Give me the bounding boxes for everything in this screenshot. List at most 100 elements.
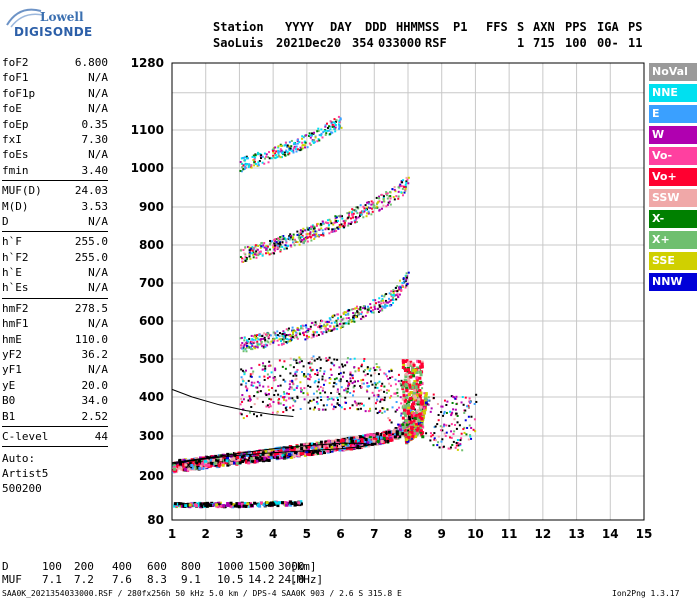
echo-point — [284, 449, 288, 453]
echo-point — [226, 456, 230, 460]
echo-point — [296, 385, 299, 388]
muf_row-value: 24.0 — [278, 573, 305, 586]
echo-point — [396, 435, 400, 439]
echo-point — [383, 306, 386, 309]
echo-point — [284, 247, 287, 250]
echo-point — [366, 373, 369, 376]
echo-point — [398, 431, 402, 435]
echo-point — [296, 395, 299, 398]
echo-point — [334, 123, 337, 126]
echo-point — [249, 247, 252, 250]
echo-point — [299, 229, 302, 232]
echo-point — [304, 324, 307, 327]
echo-point — [352, 312, 355, 315]
echo-point — [305, 445, 309, 449]
echo-point — [238, 458, 242, 462]
echo-point — [303, 240, 306, 243]
echo-point — [204, 504, 208, 508]
echo-point — [287, 453, 291, 457]
echo-point — [291, 336, 294, 339]
echo-point — [326, 129, 329, 132]
echo-point — [304, 330, 307, 333]
echo-point — [289, 372, 292, 375]
echo-point — [412, 419, 416, 423]
header-label-1: YYYY — [285, 20, 314, 34]
echo-point — [229, 502, 233, 506]
echo-point — [332, 124, 335, 127]
echo-point — [346, 357, 349, 360]
echo-point — [300, 325, 303, 328]
echo-point — [393, 435, 397, 439]
echo-point — [280, 145, 283, 148]
echo-point — [289, 503, 293, 507]
echo-point — [256, 153, 259, 156]
echo-point — [255, 250, 258, 253]
echo-point — [392, 296, 395, 299]
param-name: B1 — [2, 409, 16, 423]
echo-point — [271, 411, 274, 414]
echo-point — [306, 236, 309, 239]
echo-point — [283, 144, 286, 147]
echo-point — [371, 391, 374, 394]
echo-point — [280, 456, 284, 460]
echo-point — [366, 310, 369, 313]
echo-point — [258, 363, 261, 366]
echo-point — [378, 410, 381, 413]
echo-point — [174, 469, 178, 473]
echo-point — [345, 317, 348, 320]
echo-point — [293, 242, 296, 245]
echo-point — [185, 465, 189, 469]
echo-point — [462, 403, 465, 406]
echo-point — [226, 502, 230, 506]
echo-point — [311, 451, 315, 455]
echo-point — [309, 366, 312, 369]
echo-point — [254, 459, 258, 463]
echo-point — [416, 359, 420, 363]
echo-point — [412, 363, 416, 367]
echo-point — [407, 393, 411, 397]
echo-point — [238, 455, 242, 459]
echo-point — [248, 397, 251, 400]
echo-point — [373, 304, 376, 307]
echo-point — [303, 398, 306, 401]
echo-point — [306, 146, 309, 149]
echo-point — [405, 423, 409, 427]
echo-point — [252, 456, 256, 460]
echo-point — [462, 428, 465, 431]
echo-point — [413, 396, 417, 400]
echo-point — [283, 247, 286, 250]
echo-point — [359, 204, 362, 207]
echo-point — [397, 195, 400, 198]
echo-point — [401, 387, 405, 391]
echo-point — [309, 143, 312, 146]
echo-point — [313, 237, 316, 240]
echo-point — [251, 348, 254, 351]
echo-point — [327, 228, 330, 231]
echo-point — [241, 347, 244, 350]
echo-point — [358, 435, 362, 439]
echo-point — [330, 361, 333, 364]
echo-point — [339, 380, 342, 383]
echo-point — [296, 337, 299, 340]
echo-point — [311, 333, 314, 336]
echo-point — [294, 451, 298, 455]
echo-point — [378, 366, 381, 369]
echo-point — [365, 215, 368, 218]
echo-point — [427, 396, 430, 399]
echo-point — [363, 369, 366, 372]
legend-item-w: W — [649, 126, 697, 144]
echo-point — [410, 405, 414, 409]
echo-point — [408, 424, 411, 427]
echo-point — [282, 411, 285, 414]
echo-point — [396, 394, 399, 397]
echo-point — [274, 377, 277, 380]
echo-point — [410, 403, 414, 407]
echo-point — [268, 157, 271, 160]
echo-point — [304, 338, 307, 341]
echo-point — [373, 372, 376, 375]
echo-point — [418, 418, 422, 422]
echo-point — [250, 384, 253, 387]
echo-point — [250, 457, 254, 461]
echo-point — [342, 371, 345, 374]
echo-point — [283, 333, 286, 336]
